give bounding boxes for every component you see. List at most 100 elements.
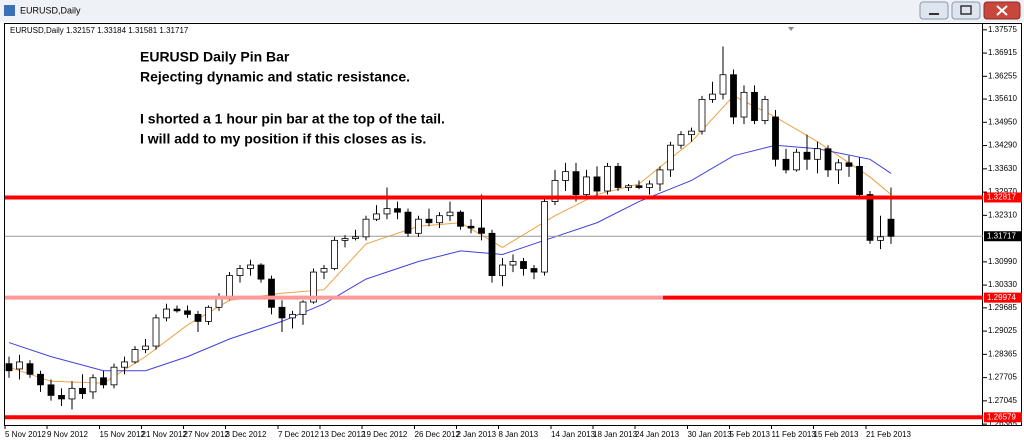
candle-body	[425, 218, 433, 224]
level-tag	[984, 412, 1022, 423]
x-tick-label: 7 Dec 2012	[278, 430, 319, 439]
candle-body	[866, 194, 874, 241]
maximize-button[interactable]	[951, 1, 981, 20]
y-tick-label: 1.30330	[988, 280, 1017, 289]
price-axis-border	[982, 23, 1022, 426]
candle-body	[698, 99, 706, 132]
candle-body	[299, 301, 307, 315]
close-glyph	[996, 5, 1008, 16]
y-tick-label: 1.33630	[988, 164, 1017, 173]
candle-body	[352, 236, 359, 239]
info-line: EURUSD,Daily 1.32157 1.33184 1.31581 1.3…	[10, 26, 189, 35]
candle-body	[782, 158, 790, 171]
y-tick-label: 1.26385	[988, 419, 1017, 428]
y-tick-label: 1.28365	[988, 349, 1017, 358]
window-title: EURUSD,Daily	[20, 5, 81, 15]
candle-body	[856, 165, 863, 195]
candle-body	[751, 91, 758, 121]
candle-body	[772, 116, 779, 160]
candle-body	[719, 74, 727, 95]
candle-body	[226, 275, 233, 298]
candle-body	[887, 218, 895, 237]
y-tick-label: 1.27045	[988, 396, 1017, 405]
candle-body	[247, 264, 254, 269]
candle-body	[835, 162, 842, 171]
candle-body	[110, 366, 118, 386]
annotation: EURUSD Daily Pin Bar	[140, 49, 290, 65]
window-icon	[4, 5, 15, 16]
candle-body	[5, 363, 13, 372]
candle-body	[310, 271, 317, 303]
candle-body	[58, 395, 65, 400]
level-tag	[984, 192, 1022, 203]
x-tick-label: 15 Nov 2012	[100, 430, 146, 439]
candle-body	[163, 308, 170, 319]
y-tick-label: 1.27705	[988, 373, 1017, 382]
candle-body	[467, 225, 475, 229]
candle-body	[436, 215, 443, 224]
y-tick-label: 1.36255	[988, 71, 1017, 80]
candle-body	[688, 130, 695, 136]
candle-body	[37, 373, 44, 386]
x-tick-label: 13 Dec 2012	[320, 430, 366, 439]
x-tick-label: 5 Nov 2012	[5, 430, 46, 439]
annotation: I will add to my position if this closes…	[140, 131, 426, 147]
candle-body	[268, 278, 275, 308]
current-price-tag	[984, 231, 1022, 242]
y-tick-label: 1.29025	[988, 326, 1017, 335]
y-tick-label: 1.37575	[988, 25, 1017, 34]
x-tick-label: 9 Nov 2012	[47, 430, 88, 439]
candle-body	[79, 387, 86, 395]
candle-body	[625, 185, 632, 188]
candle-body	[331, 239, 338, 269]
candle-body	[583, 176, 590, 195]
candle-body	[593, 176, 601, 192]
candle-body	[404, 211, 412, 234]
annotation: I shorted a 1 hour pin bar at the top of…	[140, 111, 445, 127]
y-tick-label: 1.34290	[988, 141, 1017, 150]
candle-body	[824, 148, 832, 171]
candle-body	[236, 268, 244, 276]
current-price-label: 1.31717	[987, 231, 1016, 240]
candle-body	[142, 345, 149, 350]
candle-body	[89, 377, 97, 393]
x-tick-label: 2 Jan 2013	[457, 430, 497, 439]
candle-body	[394, 208, 401, 213]
x-tick-label: 15 Feb 2013	[814, 430, 859, 439]
x-tick-label: 27 Nov 2012	[184, 430, 230, 439]
candle-body	[520, 261, 527, 269]
candle-body	[446, 211, 454, 217]
x-tick-label: 21 Nov 2012	[142, 430, 188, 439]
x-tick-label: 19 Dec 2012	[362, 430, 408, 439]
candle-body	[740, 91, 748, 118]
maximize-glyph	[960, 5, 972, 15]
x-tick-label: 14 Jan 2013	[551, 430, 596, 439]
candle-body	[803, 151, 811, 160]
candle-body	[530, 268, 538, 273]
level-label: 1.32817	[987, 193, 1016, 202]
level-label: 1.26579	[987, 412, 1016, 421]
candle-body	[16, 361, 23, 370]
y-tick-label: 1.30990	[988, 257, 1017, 266]
shift-marker	[788, 27, 794, 31]
candle-body	[173, 308, 181, 312]
candle-body	[541, 201, 548, 273]
x-tick-label: 8 Jan 2013	[499, 430, 539, 439]
x-tick-label: 24 Jan 2013	[635, 430, 680, 439]
candle-body	[26, 363, 34, 375]
x-tick-label: 11 Feb 2013	[772, 430, 817, 439]
candle-body	[572, 171, 580, 195]
candle-body	[362, 218, 370, 238]
level-label: 1.29974	[987, 293, 1016, 302]
candle-body	[184, 310, 191, 315]
candle-body	[614, 165, 622, 188]
candle-body	[383, 208, 391, 215]
candle-body	[457, 211, 464, 227]
x-tick-label: 18 Jan 2013	[593, 430, 638, 439]
candle-body	[100, 377, 107, 386]
candle-body	[677, 134, 685, 146]
minimize-button[interactable]	[919, 1, 949, 20]
candle-body	[709, 93, 716, 100]
